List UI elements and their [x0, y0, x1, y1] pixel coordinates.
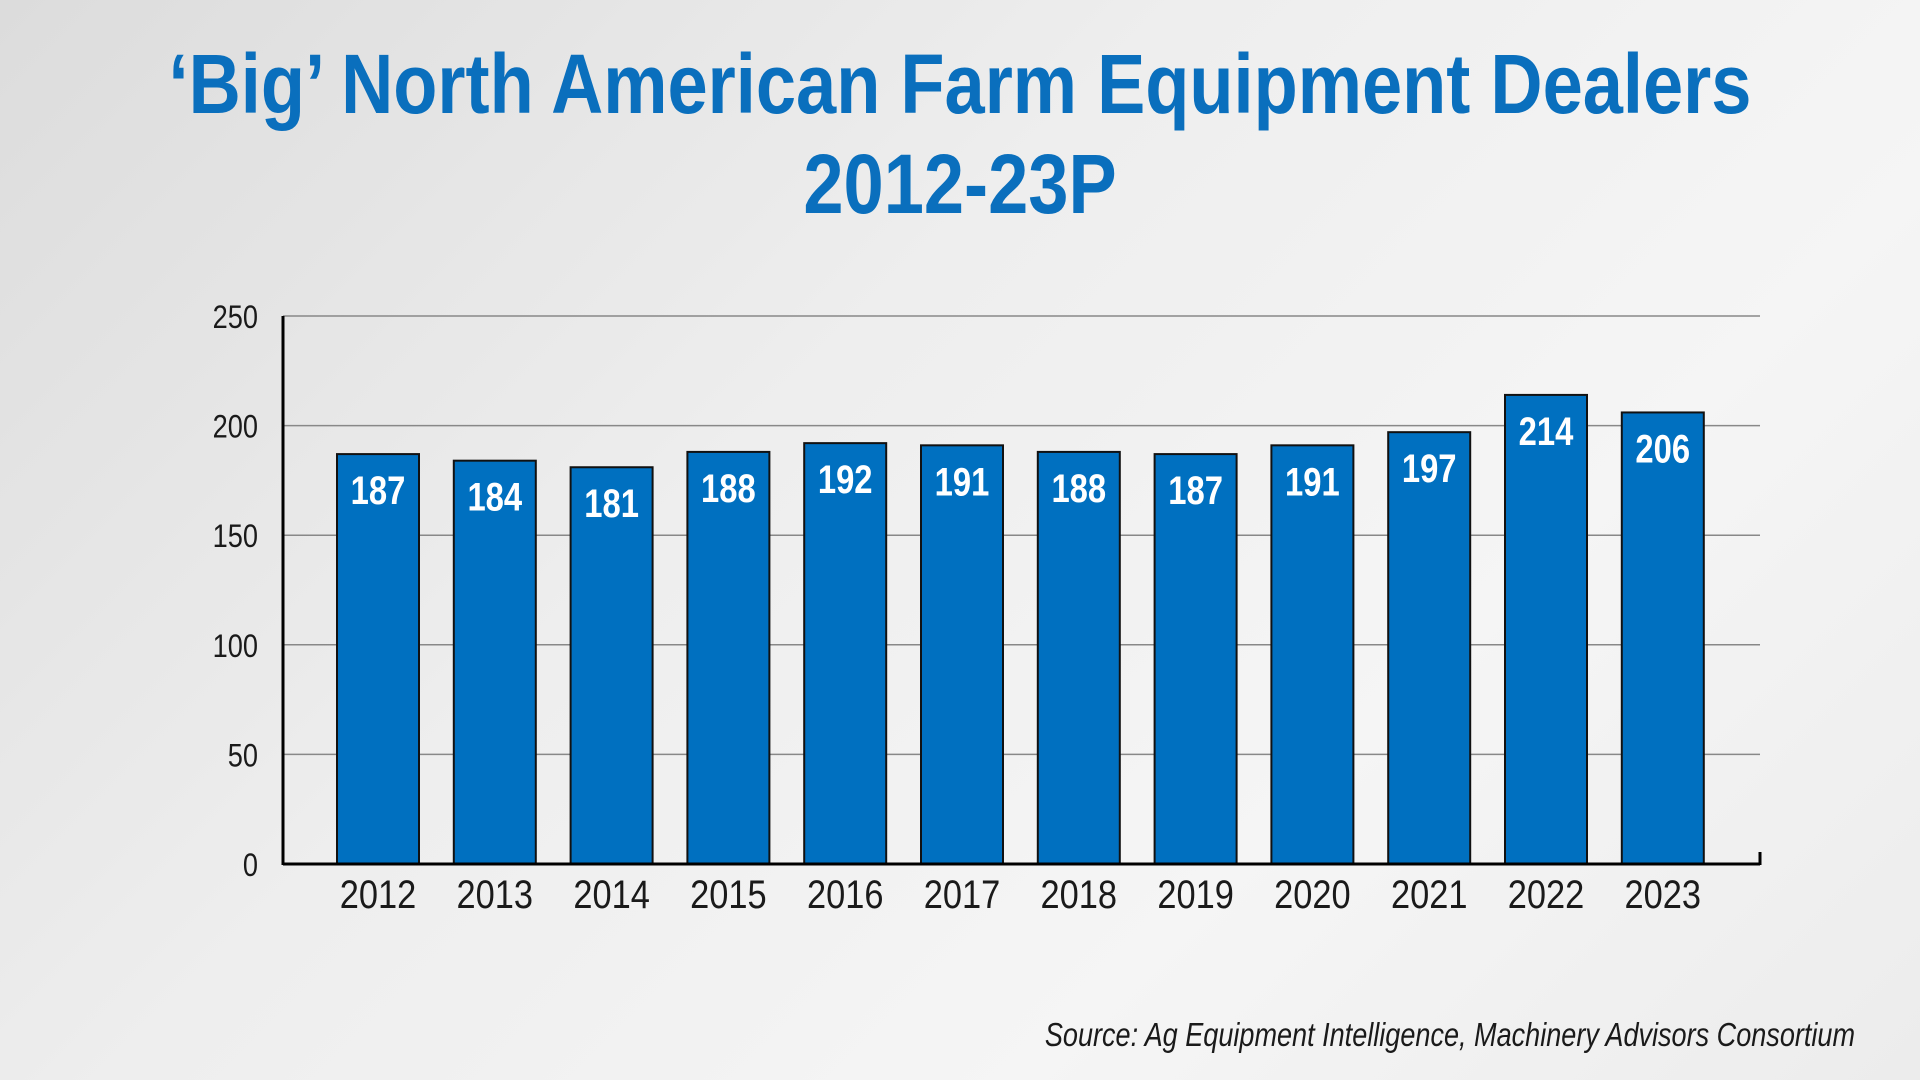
y-axis-ticks: 0 50 100 150 200 250: [213, 300, 258, 884]
bar-2018: [1036, 450, 1121, 865]
x-axis-ticks: 2012 2013 2014 2015 2016 2017 2018 2019 2020 2021…: [340, 872, 1701, 917]
x-tick-label: 2017: [924, 872, 1001, 917]
bar-2022: [1504, 393, 1588, 865]
bar-value-labels: 187 184 181 188 192 191 188 187 191 197 214 206: [351, 409, 1691, 526]
x-tick-label: 2015: [690, 872, 767, 917]
bar-2019: [1153, 453, 1238, 865]
bar-value-label: 191: [935, 459, 990, 504]
y-tick-label: 150: [213, 519, 258, 555]
bar-value-label: 188: [701, 466, 756, 511]
bar-2023: [1620, 411, 1705, 865]
y-tick-label: 0: [243, 848, 258, 884]
bar-value-label: 191: [1285, 459, 1340, 504]
bar-2015: [686, 450, 771, 865]
x-tick-label: 2014: [573, 872, 650, 917]
bar-value-label: 197: [1402, 446, 1457, 491]
x-tick-label: 2023: [1625, 872, 1702, 917]
bar-2021: [1387, 431, 1472, 865]
bars: [336, 393, 1705, 865]
bar-value-label: 192: [818, 457, 873, 502]
bar-value-label: 181: [584, 481, 639, 526]
chart-title-line1: ‘Big’ North American Farm Equipment Deal…: [168, 37, 1752, 131]
bar-value-label: 206: [1635, 426, 1690, 471]
x-tick-label: 2016: [807, 872, 884, 917]
y-tick-label: 200: [213, 410, 258, 446]
x-tick-label: 2018: [1041, 872, 1118, 917]
x-tick-label: 2020: [1274, 872, 1351, 917]
x-tick-label: 2013: [457, 872, 534, 917]
bar-2012: [336, 453, 420, 865]
source-note: Source: Ag Equipment Intelligence, Machi…: [1044, 1016, 1855, 1053]
bar-2017: [920, 444, 1004, 865]
bar-2020: [1270, 444, 1355, 865]
bar-2016: [803, 442, 888, 865]
x-tick-label: 2012: [340, 872, 417, 917]
bar-value-label: 184: [467, 475, 522, 520]
axes: [281, 316, 1762, 866]
bar-value-label: 187: [351, 468, 406, 513]
x-tick-label: 2021: [1391, 872, 1468, 917]
x-tick-label: 2019: [1157, 872, 1234, 917]
y-tick-label: 50: [228, 738, 258, 774]
y-tick-label: 100: [213, 629, 258, 665]
bar-value-label: 214: [1519, 409, 1574, 454]
bar-value-label: 188: [1051, 466, 1106, 511]
bar-2013: [452, 459, 537, 865]
x-tick-label: 2022: [1508, 872, 1585, 917]
y-tick-label: 250: [213, 300, 258, 336]
bar-2014: [569, 466, 654, 865]
chart-title-line2: 2012-23P: [803, 137, 1117, 231]
bar-value-label: 187: [1168, 468, 1223, 513]
